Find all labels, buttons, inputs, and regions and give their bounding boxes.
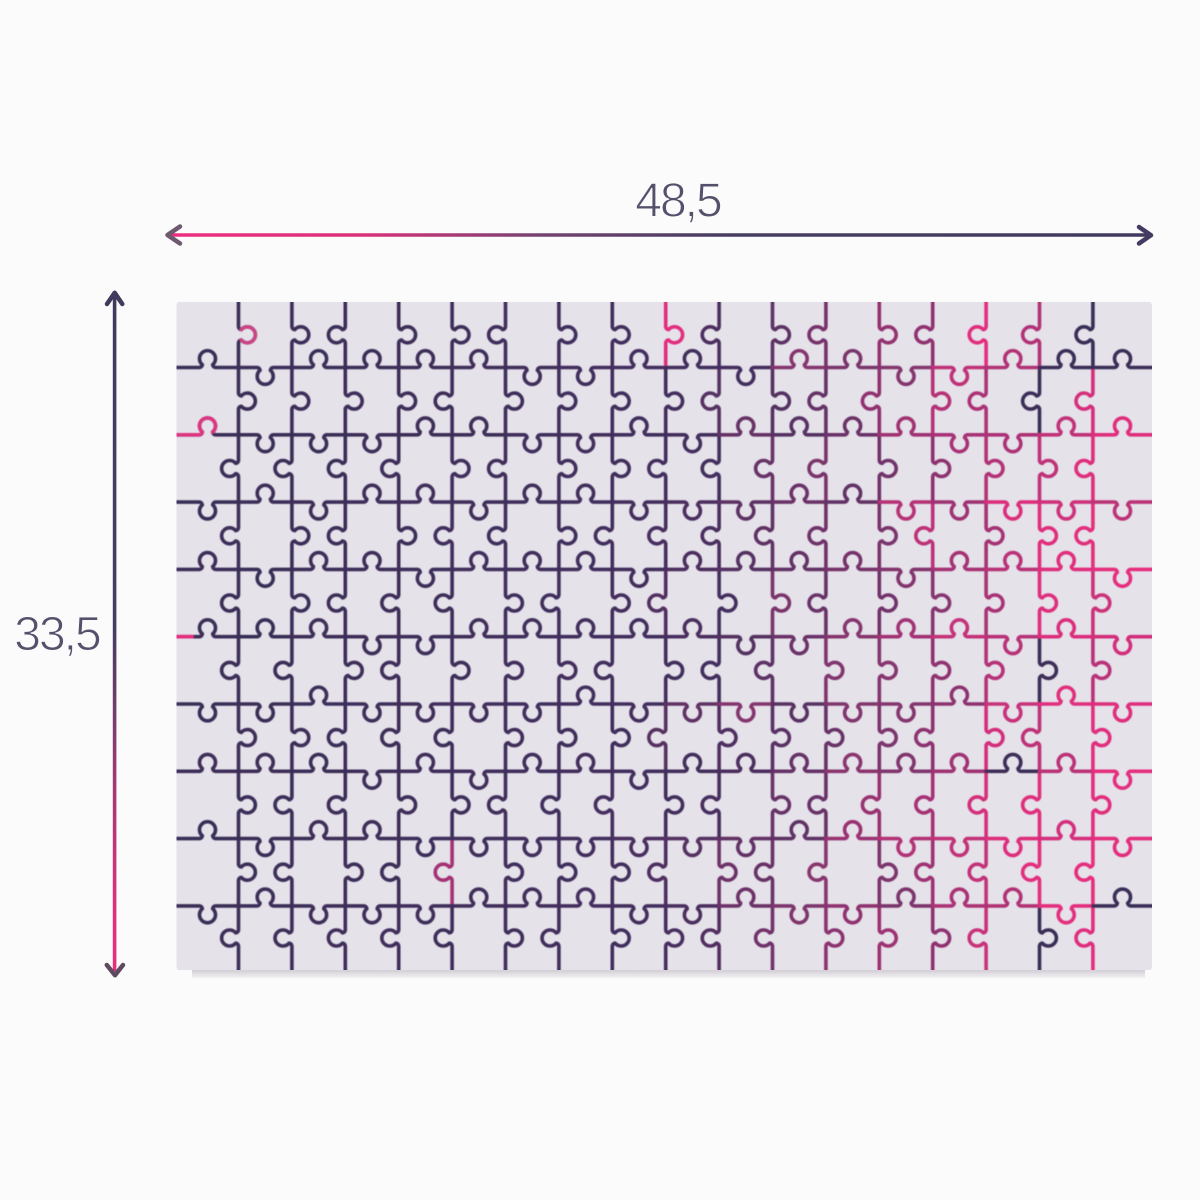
svg-text:48,5: 48,5: [635, 175, 721, 228]
svg-text:33,5: 33,5: [14, 608, 100, 661]
